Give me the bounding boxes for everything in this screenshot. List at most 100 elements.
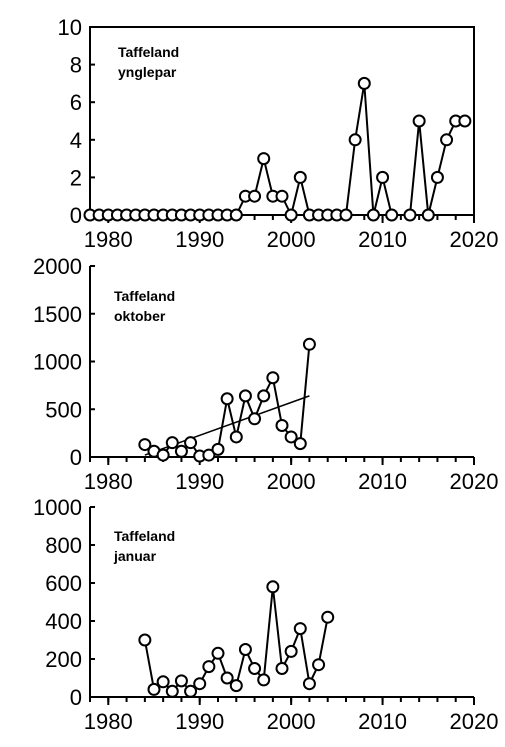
data-point bbox=[421, 208, 435, 222]
x-tick-label: 2020 bbox=[450, 469, 499, 494]
data-point bbox=[229, 679, 243, 693]
data-point bbox=[321, 610, 335, 624]
x-tick-label: 2020 bbox=[450, 709, 499, 734]
panel-ynglepar: 0 2 4 6 8 10 1980 1990 2000 2010 2020 Taffeland yngl… bbox=[58, 15, 499, 252]
data-point bbox=[174, 444, 188, 458]
data-point bbox=[229, 208, 243, 222]
data-point bbox=[229, 430, 243, 444]
panel-title-line: januar bbox=[113, 548, 157, 564]
data-point bbox=[403, 208, 417, 222]
data-point bbox=[284, 644, 298, 658]
x-tick-label: 2010 bbox=[358, 709, 407, 734]
data-point bbox=[165, 436, 179, 450]
data-point bbox=[238, 643, 252, 656]
data-point bbox=[302, 677, 316, 691]
data-point bbox=[211, 646, 225, 660]
y-tick-label: 4 bbox=[70, 128, 82, 153]
data-point bbox=[275, 662, 289, 675]
data-point bbox=[284, 430, 298, 444]
x-tick-label: 1990 bbox=[175, 709, 224, 734]
series-line bbox=[409, 120, 465, 216]
panel-title-line: Taffeland bbox=[118, 44, 179, 60]
data-point bbox=[202, 660, 216, 674]
data-point bbox=[385, 208, 399, 222]
data-point bbox=[284, 208, 298, 222]
data-point bbox=[156, 675, 170, 689]
y-tick-label: 10 bbox=[58, 15, 82, 40]
x-tick-label: 1980 bbox=[84, 227, 133, 252]
data-point bbox=[147, 682, 161, 696]
data-point bbox=[257, 673, 271, 687]
data-point bbox=[257, 152, 271, 166]
x-tick-label: 2000 bbox=[267, 227, 316, 252]
x-tick-label: 1980 bbox=[84, 469, 133, 494]
data-point bbox=[266, 580, 280, 594]
data-point bbox=[357, 76, 371, 90]
data-point bbox=[266, 371, 280, 385]
plot-frame bbox=[89, 26, 475, 216]
data-point bbox=[174, 674, 188, 688]
data-point bbox=[293, 170, 307, 184]
data-point bbox=[348, 133, 362, 147]
data-point bbox=[156, 448, 170, 462]
panel-oktober: 0 500 1000 1500 2000 1980 1990 2000 2010 2020 Taff… bbox=[33, 254, 498, 494]
data-point bbox=[275, 418, 289, 432]
data-point bbox=[430, 170, 444, 184]
data-point bbox=[138, 633, 152, 647]
data-point bbox=[293, 437, 307, 451]
y-tick-label: 2 bbox=[70, 165, 82, 190]
panel-title-line: Taffeland bbox=[114, 528, 175, 544]
y-tick-label: 1500 bbox=[33, 302, 82, 327]
y-tick-label: 500 bbox=[45, 397, 82, 422]
data-point bbox=[238, 389, 252, 403]
x-tick-label: 2010 bbox=[358, 469, 407, 494]
y-tick-label: 0 bbox=[70, 203, 82, 228]
data-point bbox=[366, 208, 380, 222]
data-point bbox=[202, 448, 216, 462]
data-point bbox=[312, 658, 326, 672]
y-tick-label: 400 bbox=[45, 609, 82, 634]
data-point bbox=[257, 389, 271, 403]
y-tick-label: 600 bbox=[45, 571, 82, 596]
panel-title-line: oktober bbox=[114, 308, 166, 324]
data-point bbox=[211, 442, 225, 456]
series-line bbox=[143, 586, 329, 693]
x-tick-label: 1990 bbox=[175, 469, 224, 494]
data-point bbox=[412, 114, 426, 128]
y-tick-label: 800 bbox=[45, 533, 82, 558]
y-tick-label: 6 bbox=[70, 90, 82, 115]
y-tick-label: 1000 bbox=[33, 350, 82, 375]
x-tick-label: 1990 bbox=[175, 227, 224, 252]
y-tick-label: 0 bbox=[70, 445, 82, 470]
data-point bbox=[339, 208, 353, 222]
data-point bbox=[184, 436, 198, 450]
y-tick-label: 1000 bbox=[33, 495, 82, 520]
x-tick-label: 2000 bbox=[267, 709, 316, 734]
data-point bbox=[193, 677, 207, 691]
y-tick-label: 200 bbox=[45, 647, 82, 672]
y-tick-label: 2000 bbox=[33, 254, 82, 279]
x-tick-label: 2020 bbox=[450, 227, 499, 252]
panel-januar: 0 200 400 600 800 1000 1980 1990 2000 2010 2020 Taf… bbox=[33, 495, 498, 734]
data-point bbox=[138, 438, 152, 452]
x-tick-label: 2000 bbox=[267, 469, 316, 494]
y-tick-label: 8 bbox=[70, 53, 82, 78]
data-point bbox=[376, 170, 390, 184]
panel-title-line: ynglepar bbox=[118, 64, 177, 80]
data-point bbox=[275, 189, 289, 203]
data-point bbox=[184, 684, 198, 698]
data-point bbox=[248, 412, 262, 426]
data-point bbox=[302, 337, 316, 351]
data-point bbox=[248, 189, 262, 203]
panel-title-line: Taffeland bbox=[114, 288, 175, 304]
data-point bbox=[220, 392, 234, 406]
data-point bbox=[440, 133, 454, 147]
x-tick-label: 2010 bbox=[358, 227, 407, 252]
x-tick-label: 1980 bbox=[84, 709, 133, 734]
data-point bbox=[165, 684, 179, 698]
y-tick-label: 0 bbox=[70, 685, 82, 710]
data-point bbox=[220, 671, 234, 685]
data-point bbox=[458, 114, 472, 128]
data-point bbox=[293, 622, 307, 636]
